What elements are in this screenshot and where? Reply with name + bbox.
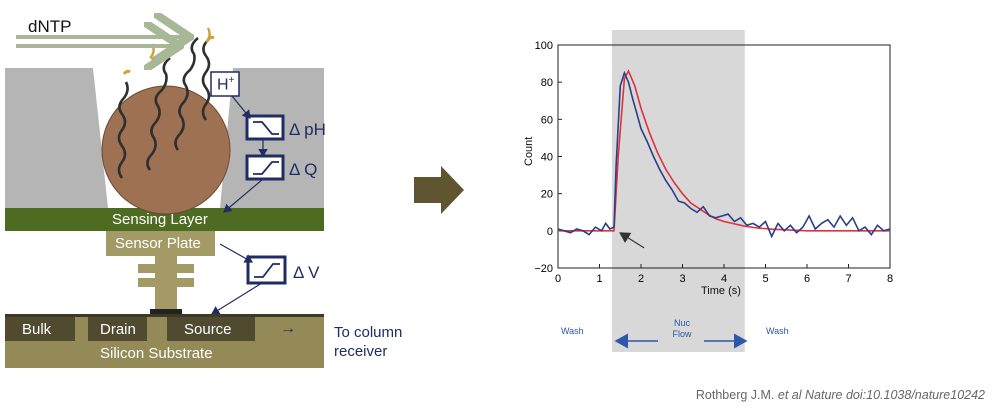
y-axis-label: Count (523, 136, 535, 166)
sensing-layer-label: Sensing Layer (112, 211, 208, 228)
series-signal-line (557, 70, 891, 239)
x-tick-label: 5 (762, 273, 768, 285)
sensor-plate-label: Sensor Plate (115, 235, 201, 252)
phase-wash-right: Wash (766, 326, 789, 336)
onset-annotation-arrow (619, 232, 645, 249)
bulk-region (5, 317, 75, 341)
output-arrow-symbol: → (280, 320, 296, 337)
big-right-arrow (414, 166, 464, 214)
y-tick-label: 40 (541, 152, 553, 164)
dark-top-line (5, 314, 324, 317)
x-tick-label: 0 (555, 273, 561, 285)
ph-sensor-box (245, 114, 285, 141)
v-sensor-box (246, 255, 287, 285)
y-tick-label: 80 (541, 77, 553, 89)
delta-v-label: Δ V (293, 263, 320, 282)
q-curve-icon (253, 161, 279, 175)
y-tick-label: 100 (535, 40, 553, 52)
gate-contact (150, 309, 182, 314)
citation-authors: Rothberg J.M. (695, 388, 775, 402)
proton-to-ph-arrow (231, 95, 251, 119)
sensor-plate (106, 231, 215, 256)
q-to-layer-arrow (223, 178, 264, 213)
to-column-line2: receiver (334, 342, 388, 360)
to-column-line1: To column (334, 324, 403, 341)
y-tick-label: 20 (541, 189, 553, 201)
v-curve-icon (254, 263, 280, 278)
proton-charge: + (228, 75, 235, 86)
sensing-layer (5, 208, 324, 231)
x-tick-label: 1 (596, 273, 602, 285)
citation: Rothberg J.M. et al Nature doi:10.1038/n… (696, 388, 985, 402)
bulk-label: Bulk (22, 321, 52, 338)
substrate-label: Silicon Substrate (100, 345, 213, 362)
x-tick-label: 2 (638, 273, 644, 285)
source-region (167, 317, 255, 341)
v-to-source-arrow (210, 282, 263, 315)
x-tick-label: 7 (845, 273, 851, 285)
bead (101, 85, 231, 215)
phase-wash-left: Wash (561, 326, 584, 336)
x-tick-label: 3 (679, 273, 685, 285)
source-label: Source (184, 321, 232, 338)
well-wall-left (5, 68, 108, 208)
x-tick-label: 6 (804, 273, 810, 285)
x-axis-label: Time (s) (701, 285, 741, 297)
x-tick-label: 4 (721, 273, 727, 285)
drain-region (88, 317, 147, 341)
x-tick-label: 8 (887, 273, 893, 285)
q-sensor-box (245, 154, 285, 181)
series-fit-line (558, 69, 890, 232)
plate-stem (138, 256, 194, 309)
delta-q-label: Δ Q (289, 160, 318, 179)
y-tick-label: 60 (541, 114, 553, 126)
proton-label: H+ (217, 76, 234, 93)
proton-box (210, 71, 240, 97)
phase-nuc-flow: Nuc Flow (672, 318, 692, 339)
y-tick-label: 0 (547, 226, 553, 238)
drain-label: Drain (100, 321, 136, 338)
dntp-label: dNTP (28, 17, 72, 36)
y-tick-label: −20 (534, 263, 553, 275)
proton-symbol: H (217, 76, 229, 94)
plate-to-v-arrow (219, 243, 254, 263)
ph-curve-icon (253, 121, 279, 135)
delta-ph-label: Δ pH (289, 120, 326, 139)
axis-ticks (557, 44, 891, 269)
to-column-label: To column receiver (334, 324, 402, 362)
citation-journal: et al Nature doi:10.1038/nature10242 (777, 388, 985, 402)
